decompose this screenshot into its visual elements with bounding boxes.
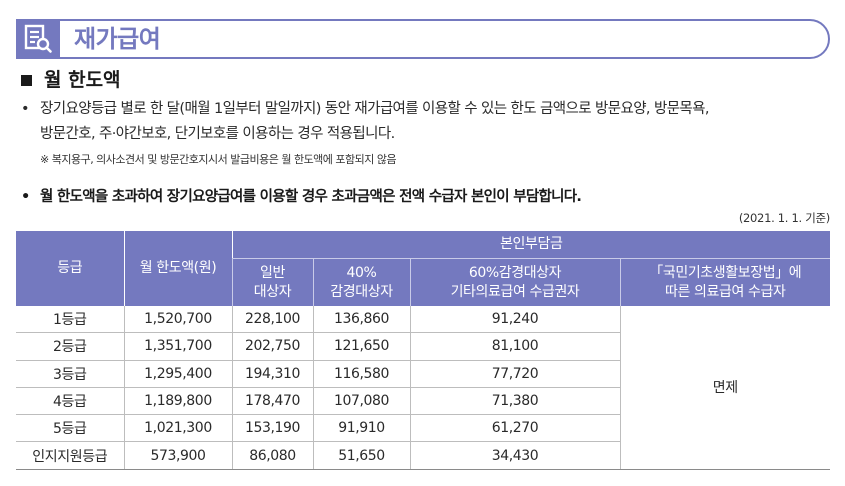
bullet-description-line1: 장기요양등급 별로 한 달(매월 1일부터 말일까지) 동안 재가급여를 이용할… bbox=[40, 101, 710, 117]
cell-general: 202,750 bbox=[231, 332, 313, 361]
cell-reduce40: 116,580 bbox=[312, 360, 410, 388]
section-heading: 월 한도액 bbox=[18, 66, 121, 94]
page-title: 재가급여 bbox=[74, 25, 161, 53]
cell-grade: 1등급 bbox=[16, 306, 124, 334]
cell-general: 86,080 bbox=[231, 441, 313, 470]
cell-reduce40: 91,910 bbox=[312, 414, 410, 443]
header-general-line2: 대상자 bbox=[253, 283, 292, 300]
exclusion-note: ※ 복지용구, 의사소견서 및 방문간호지시서 발급비용은 월 한도액에 포함되… bbox=[40, 153, 397, 166]
cell-general: 228,100 bbox=[231, 306, 313, 334]
cell-reduce60: 71,380 bbox=[409, 387, 620, 416]
square-bullet-icon bbox=[21, 74, 32, 86]
bullet-dot-icon: • bbox=[21, 101, 30, 117]
table-subheader-row: 일반 대상자 40% 감경대상자 60%감경대상자 기타의료급여 수급권자 「국… bbox=[16, 258, 831, 306]
header-basic-recipient: 「국민기초생활보장법」에 따른 의료급여 수급자 bbox=[619, 258, 831, 306]
table-row: 2등급 1,351,700 202,750 121,650 81,100 bbox=[16, 332, 830, 361]
cell-limit: 1,295,400 bbox=[123, 360, 232, 388]
header-general-line1: 일반 bbox=[260, 264, 285, 281]
table-row: 4등급 1,189,800 178,470 107,080 71,380 bbox=[16, 387, 830, 416]
cell-grade: 3등급 bbox=[16, 360, 124, 388]
bullet-dot-icon: • bbox=[21, 189, 30, 205]
cell-general: 194,310 bbox=[231, 360, 313, 388]
cell-basic-exempt: 면제 bbox=[619, 306, 831, 470]
table-row: 인지지원등급 573,900 86,080 51,650 34,430 bbox=[16, 441, 830, 470]
header-reduce60-line1: 60%감경대상자 bbox=[468, 264, 562, 281]
cell-limit: 1,189,800 bbox=[123, 387, 232, 416]
cell-grade: 5등급 bbox=[16, 414, 124, 443]
table-row: 5등급 1,021,300 153,190 91,910 61,270 bbox=[16, 414, 830, 443]
cell-general: 153,190 bbox=[231, 414, 313, 443]
cell-limit: 1,351,700 bbox=[123, 332, 232, 361]
cell-reduce60: 91,240 bbox=[409, 306, 620, 334]
reference-date: (2021. 1. 1. 기준) bbox=[738, 211, 830, 225]
cell-limit: 1,021,300 bbox=[123, 414, 232, 443]
cell-reduce60: 81,100 bbox=[409, 332, 620, 361]
cell-reduce40: 51,650 bbox=[312, 441, 410, 470]
cell-reduce40: 107,080 bbox=[312, 387, 410, 416]
cell-limit: 1,520,700 bbox=[123, 306, 232, 334]
bullet-excess-notice: • 월 한도액을 초과하여 장기요양급여를 이용할 경우 초과금액은 전액 수급자… bbox=[18, 185, 582, 210]
cell-reduce60: 61,270 bbox=[409, 414, 620, 443]
excess-notice-text: 월 한도액을 초과하여 장기요양급여를 이용할 경우 초과금액은 전액 수급자 … bbox=[40, 189, 582, 205]
header-reduce60: 60%감경대상자 기타의료급여 수급권자 bbox=[409, 258, 620, 306]
header-grade: 등급 bbox=[16, 231, 124, 306]
header-basic-line2: 따른 의료급여 수급자 bbox=[665, 283, 786, 300]
header-reduce60-line2: 기타의료급여 수급권자 bbox=[450, 283, 580, 300]
cell-general: 178,470 bbox=[231, 387, 313, 416]
header-basic-line1: 「국민기초생활보장법」에 bbox=[649, 264, 802, 281]
cell-grade: 인지지원등급 bbox=[16, 441, 124, 470]
cell-grade: 4등급 bbox=[16, 387, 124, 416]
bullet-description: • 장기요양등급 별로 한 달(매월 1일부터 말일까지) 동안 재가급여를 이용… bbox=[18, 97, 710, 122]
cell-reduce40: 136,860 bbox=[312, 306, 410, 334]
table-row: 1등급 1,520,700 228,100 136,860 91,240 면제 bbox=[16, 306, 831, 470]
document-search-icon bbox=[24, 24, 52, 53]
header-copay-group: 본인부담금 bbox=[231, 231, 831, 259]
bullet-description-line2: 방문간호, 주·야간보호, 단기보호를 이용하는 경우 적용됩니다. bbox=[40, 126, 395, 142]
monthly-limit-table: 등급 월 한도액(원) 본인부담금 일반 대상자 40% 감경대상자 60%감경… bbox=[16, 231, 831, 470]
section-heading-text: 월 한도액 bbox=[44, 69, 121, 91]
table-header-row: 등급 월 한도액(원) 본인부담금 bbox=[16, 231, 831, 306]
header-reduce40-line2: 감경대상자 bbox=[330, 283, 393, 300]
table-row: 3등급 1,295,400 194,310 116,580 77,720 bbox=[16, 360, 830, 388]
cell-grade: 2등급 bbox=[16, 332, 124, 361]
header-reduce40-line1: 40% bbox=[346, 264, 377, 281]
header-general: 일반 대상자 bbox=[231, 258, 313, 306]
header-reduce40: 40% 감경대상자 bbox=[312, 258, 410, 306]
cell-reduce60: 34,430 bbox=[409, 441, 620, 470]
section-title-bar: 재가급여 bbox=[16, 19, 830, 59]
cell-reduce40: 121,650 bbox=[312, 332, 410, 361]
title-icon-box bbox=[16, 19, 60, 59]
header-monthly-limit: 월 한도액(원) bbox=[123, 231, 232, 306]
cell-reduce60: 77,720 bbox=[409, 360, 620, 388]
cell-limit: 573,900 bbox=[123, 441, 232, 470]
